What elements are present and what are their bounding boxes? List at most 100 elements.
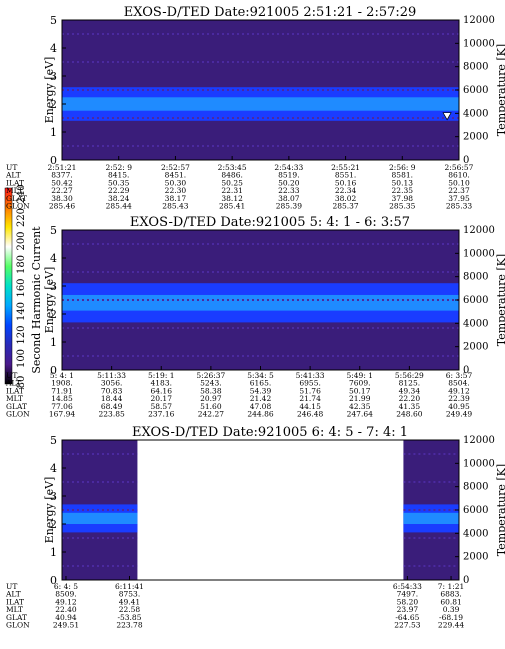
ephemeris-value: 167.94: [49, 410, 75, 419]
ephemeris-value: 2:53:45: [218, 163, 247, 172]
y-axis-label: Energy [eV]: [43, 57, 56, 124]
ephemeris-value: 38.24: [108, 194, 130, 203]
ephemeris-value: 44.15: [299, 402, 321, 411]
y-axis-label: Energy [eV]: [43, 477, 56, 544]
y2-tick-label: 10000: [463, 458, 495, 469]
ephemeris-value: 242.27: [198, 410, 224, 419]
ephemeris-value: 285.44: [106, 202, 132, 211]
ephemeris-value: 285.46: [49, 202, 75, 211]
ephemeris-value: 249.51: [53, 621, 79, 630]
ephemeris-value: 51.60: [200, 402, 222, 411]
y-tick-label: 2: [50, 518, 57, 531]
ephemeris-row-label: MLT: [6, 394, 23, 403]
ephemeris-value: 5:34: 5: [247, 371, 274, 380]
ephemeris-row-label: GLAT: [6, 613, 27, 622]
y2-tick-label: 4000: [463, 108, 488, 119]
ephemeris-table: UTALTILATMLTGLATGLON2:51:218377.50.4222.…: [5, 163, 474, 211]
ephemeris-value: 22.30: [165, 186, 187, 195]
ephemeris-value: 7609.: [349, 379, 370, 388]
y2-tick-label: 6000: [463, 295, 488, 306]
ephemeris-value: -64.65: [395, 613, 419, 622]
ephemeris-value: 5243.: [200, 379, 221, 388]
ephemeris-value: 38.07: [278, 194, 300, 203]
colorbar-tick-label: 140: [16, 302, 27, 321]
ephemeris-value: 22.37: [448, 186, 470, 195]
ephemeris-value: 5:41:33: [296, 371, 325, 380]
y2-tick-label: 12000: [463, 435, 495, 446]
ephemeris-row-label: ILAT: [6, 386, 24, 395]
y-tick-label: 1: [50, 546, 57, 559]
ephemeris-value: 5: 4: 1: [50, 371, 74, 380]
ephemeris-value: 38.17: [165, 194, 187, 203]
y-tick-label: 3: [50, 280, 57, 293]
colorbar-tick-label: 80: [16, 376, 27, 389]
y2-axis-label: Temperature [K]: [495, 44, 505, 136]
ephemeris-value: 0.39: [443, 605, 460, 614]
ephemeris-value: 49.12: [448, 386, 470, 395]
ephemeris-value: 64.16: [151, 386, 173, 395]
ephemeris-row-label: MLT: [6, 186, 23, 195]
ephemeris-value: 2:54:33: [274, 163, 303, 172]
ephemeris-row-label: GLAT: [6, 402, 27, 411]
ephemeris-value: 247.64: [347, 410, 373, 419]
ephemeris-value: 70.83: [101, 386, 123, 395]
panel-title: EXOS-D/TED Date:921005 6: 4: 5 - 7: 4: 1: [132, 425, 408, 440]
ephemeris-value: 20.97: [200, 394, 222, 403]
ephemeris-value: 50.30: [165, 178, 187, 187]
ephemeris-row-label: ALT: [5, 590, 21, 599]
colorbar-tick-label: 160: [16, 278, 27, 297]
ephemeris-row-label: ALT: [5, 379, 21, 388]
y2-tick-label: 8000: [463, 482, 488, 493]
ephemeris-value: 8509.: [55, 590, 76, 599]
ephemeris-value: 58.38: [200, 386, 222, 395]
ephemeris-value: 21.42: [250, 394, 272, 403]
y2-tick-label: 0: [463, 155, 469, 166]
y-tick-label: 4: [50, 462, 57, 475]
y2-tick-label: 8000: [463, 272, 488, 283]
colorbar-tick-label: 220: [16, 208, 27, 227]
ephemeris-value: 60.81: [440, 597, 461, 606]
colorbar-ticks: 240 220 200 180 160 140 120 100 80: [16, 184, 27, 388]
ephemeris-value: -68.19: [439, 613, 463, 622]
ephemeris-value: 8486.: [221, 171, 242, 180]
ephemeris-row-label: ILAT: [6, 597, 24, 606]
ephemeris-value: 5:26:37: [196, 371, 225, 380]
y-tick-label: 3: [50, 490, 57, 503]
ephemeris-value: 38.30: [51, 194, 73, 203]
y-tick-label: 4: [50, 252, 57, 265]
panel-3: EXOS-D/TED Date:921005 6: 4: 5 - 7: 4: 1…: [5, 425, 505, 630]
ephemeris-value: 50.16: [335, 178, 357, 187]
ephemeris-value: 71.91: [51, 386, 72, 395]
ephemeris-value: 5:19: 1: [148, 371, 175, 380]
ephemeris-value: 8519.: [278, 171, 299, 180]
ephemeris-value: 8125.: [399, 379, 420, 388]
ephemeris-value: 22.31: [221, 186, 242, 195]
ephemeris-value: -53.85: [117, 613, 141, 622]
ephemeris-value: 7: 1:21: [438, 582, 465, 591]
ephemeris-value: 6:11:41: [115, 582, 144, 591]
colorbar-tick-label: 200: [16, 231, 27, 250]
y2-tick-label: 12000: [463, 15, 495, 26]
temperature-point: [442, 112, 452, 121]
ephemeris-value: 237.16: [148, 410, 174, 419]
y2-tick-label: 8000: [463, 62, 488, 73]
ephemeris-value: 1908.: [51, 379, 72, 388]
y2-tick-label: 0: [463, 365, 469, 376]
ephemeris-value: 50.17: [349, 386, 371, 395]
ephemeris-value: 2:56:57: [445, 163, 474, 172]
ephemeris-value: 285.39: [276, 202, 302, 211]
ephemeris-value: 3056.: [101, 379, 122, 388]
panel-1: EXOS-D/TED Date:921005 2:51:21 - 2:57:29…: [5, 5, 505, 211]
ephemeris-value: 6: 4: 5: [54, 582, 78, 591]
ephemeris-value: 2:55:21: [331, 163, 360, 172]
y-tick-label: 1: [50, 126, 57, 139]
ephemeris-value: 22.33: [278, 186, 300, 195]
ephemeris-value: 22.29: [108, 186, 130, 195]
y-tick-label: 0: [50, 574, 57, 587]
spectrogram-core: [62, 294, 459, 311]
ephemeris-value: 51.76: [299, 386, 321, 395]
y-tick-label: 5: [50, 224, 57, 237]
ephemeris-value: 5:56:29: [395, 371, 424, 380]
y2-axis-label: Temperature [K]: [495, 254, 505, 346]
